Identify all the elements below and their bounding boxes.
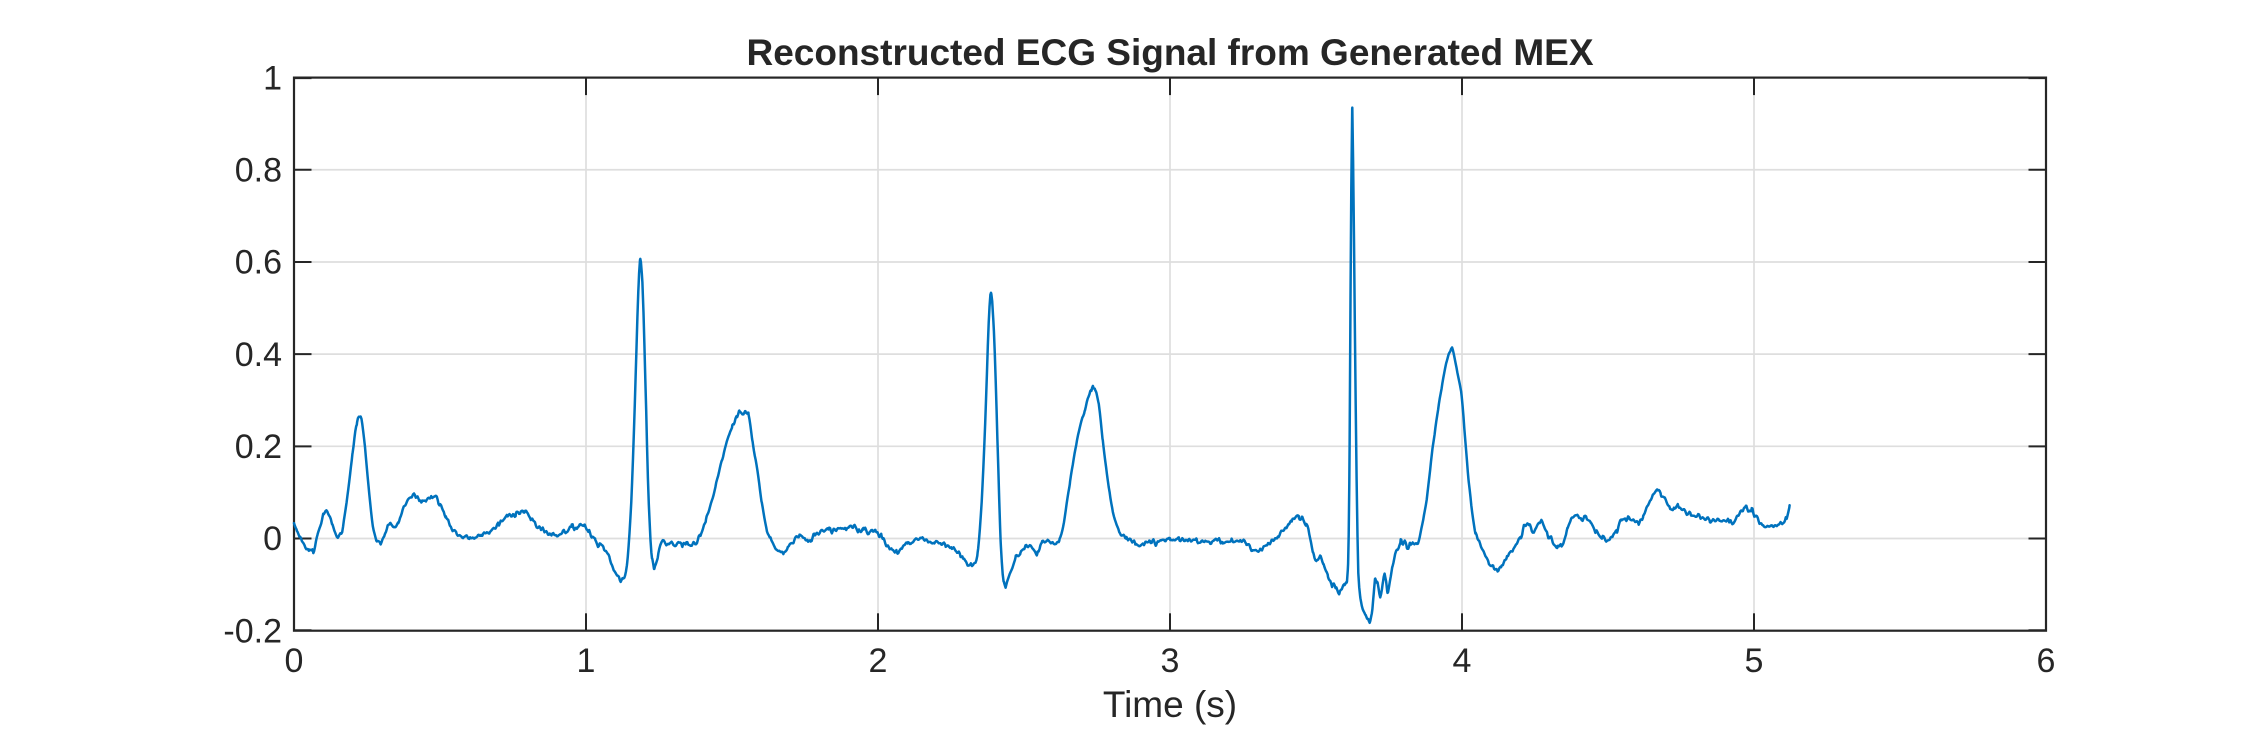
svg-text:0: 0 bbox=[263, 520, 282, 558]
svg-text:0.8: 0.8 bbox=[235, 152, 282, 190]
svg-text:6: 6 bbox=[2037, 642, 2056, 680]
svg-text:Reconstructed ECG Signal from: Reconstructed ECG Signal from Generated … bbox=[746, 32, 1593, 73]
svg-text:5: 5 bbox=[1745, 642, 1764, 680]
svg-text:0.2: 0.2 bbox=[235, 428, 282, 466]
svg-text:3: 3 bbox=[1161, 642, 1180, 680]
svg-text:-0.2: -0.2 bbox=[223, 612, 282, 650]
svg-text:2: 2 bbox=[869, 642, 888, 680]
svg-text:1: 1 bbox=[577, 642, 596, 680]
svg-text:Time (s): Time (s) bbox=[1103, 684, 1237, 725]
svg-text:0.4: 0.4 bbox=[235, 336, 282, 374]
svg-text:1: 1 bbox=[263, 59, 282, 97]
svg-text:0.6: 0.6 bbox=[235, 244, 282, 282]
svg-text:4: 4 bbox=[1453, 642, 1472, 680]
svg-text:0: 0 bbox=[285, 642, 304, 680]
